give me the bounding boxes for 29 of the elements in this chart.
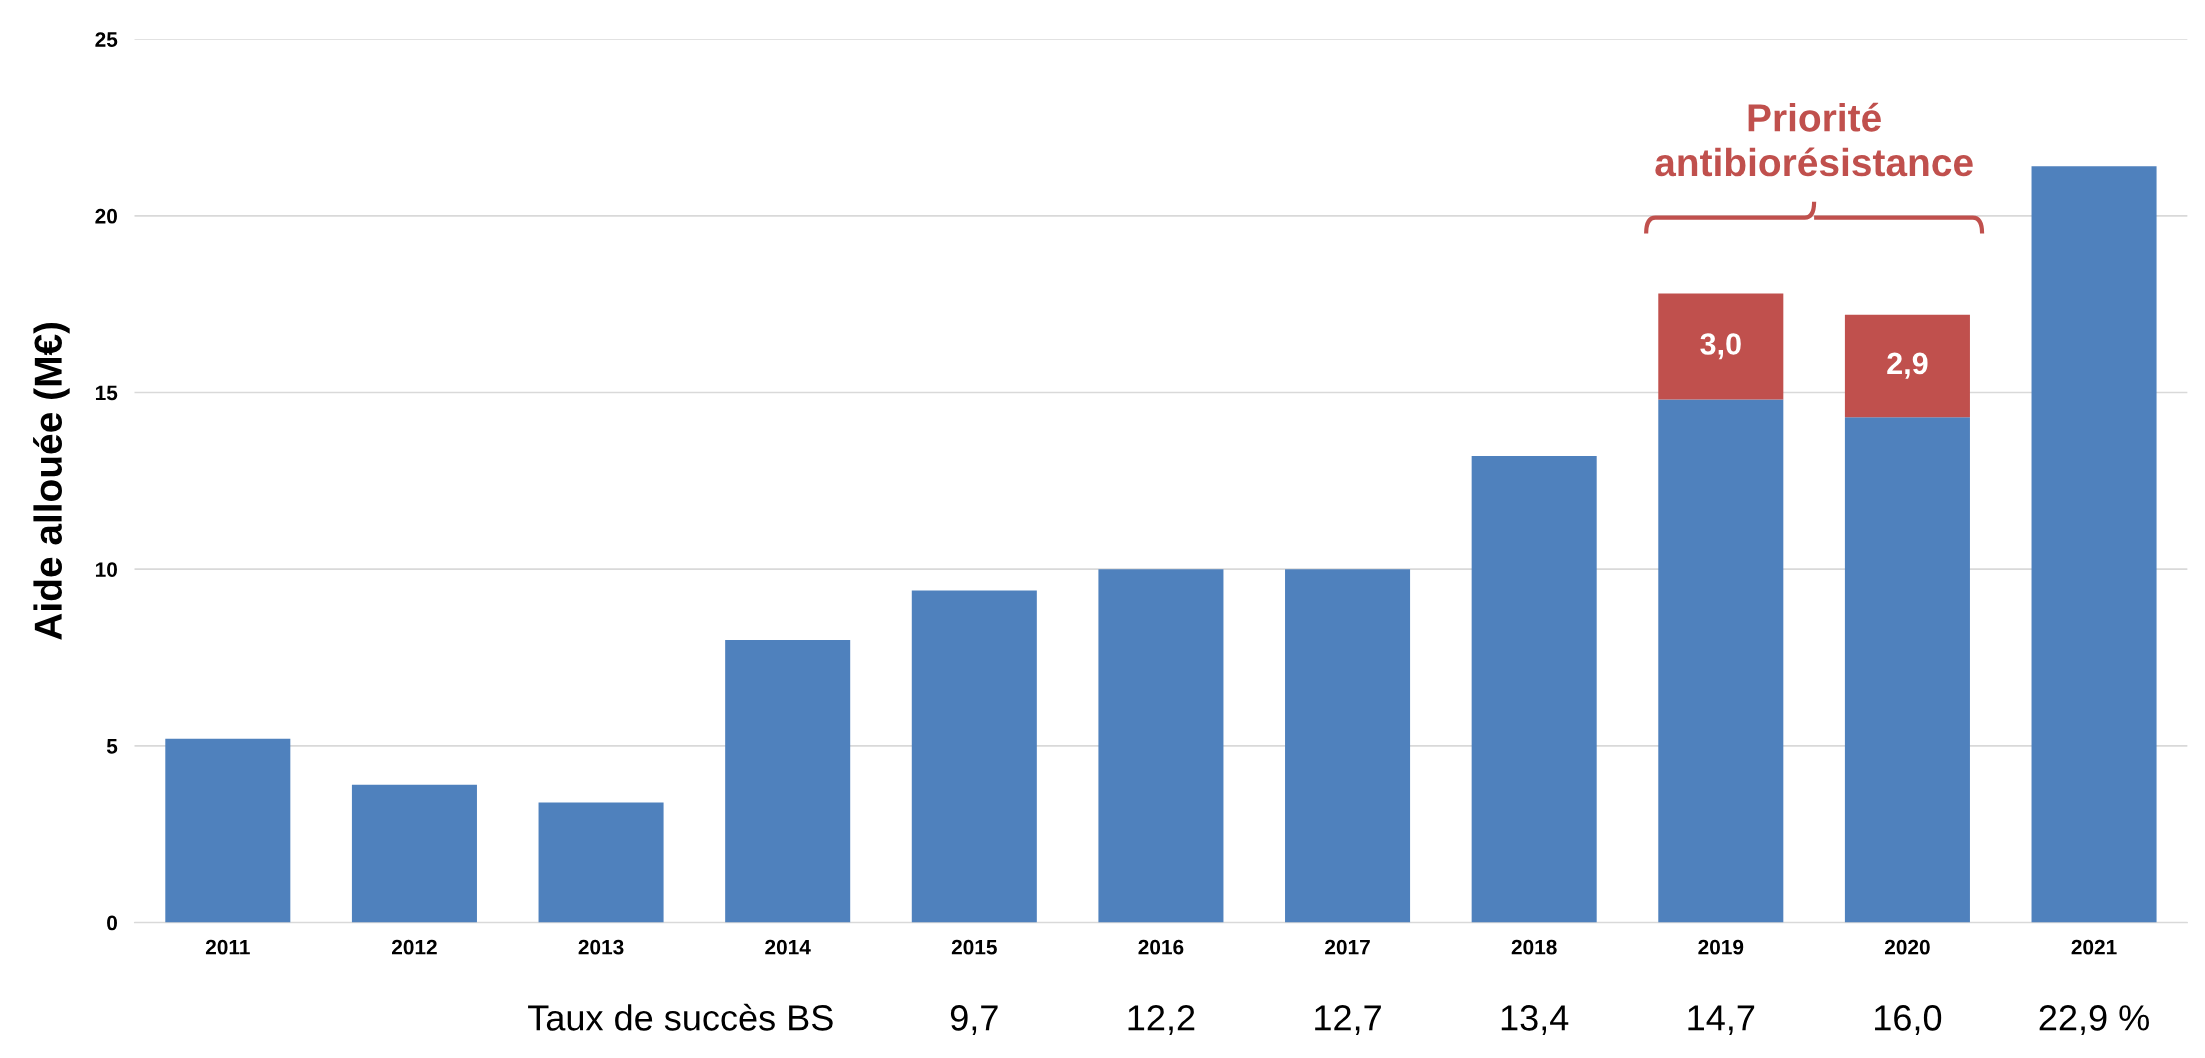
text: 9,7 <box>950 1005 998 1035</box>
text: 16,0 <box>1875 1005 1942 1035</box>
y-tick-label: 5 <box>106 739 118 754</box>
text: 13,4 <box>1501 1005 1569 1035</box>
x-tick-label: 2020 <box>1884 939 1930 955</box>
x-tick-label: 2019 <box>1698 939 1744 955</box>
data-label: 3,0 <box>1700 333 1741 360</box>
x-tick-label: 2012 <box>391 939 437 955</box>
text: 12,2 <box>1128 1005 1195 1035</box>
x-tick-label: 2014 <box>765 939 811 955</box>
y-tick-label: 0 <box>107 915 117 931</box>
x-tick-label: 2011 <box>205 939 250 955</box>
x-tick-label: 2015 <box>951 939 997 955</box>
x-tick-label: 2021 <box>2071 939 2117 955</box>
data-label: 2,9 <box>1887 352 1928 379</box>
x-tick-label: 2013 <box>578 939 624 955</box>
y-axis-title: Aide allouée (M€) <box>33 322 70 640</box>
text: 12,7 <box>1315 1005 1381 1035</box>
x-tick-label: 2018 <box>1511 939 1557 955</box>
y-tick-label: 10 <box>95 562 117 577</box>
text: Taux de succès BS <box>528 1003 833 1031</box>
text: 14,7 <box>1688 1005 1755 1035</box>
y-tick-label: 15 <box>95 385 118 401</box>
annotation: Priorité antibiorésistance <box>1655 102 1973 177</box>
x-tick-label: 2017 <box>1325 939 1370 955</box>
text: 22,9 % <box>2039 1005 2149 1035</box>
y-tick-label: 25 <box>95 32 118 47</box>
x-tick-label: 2016 <box>1138 939 1184 955</box>
y-tick-label: 20 <box>95 208 117 224</box>
